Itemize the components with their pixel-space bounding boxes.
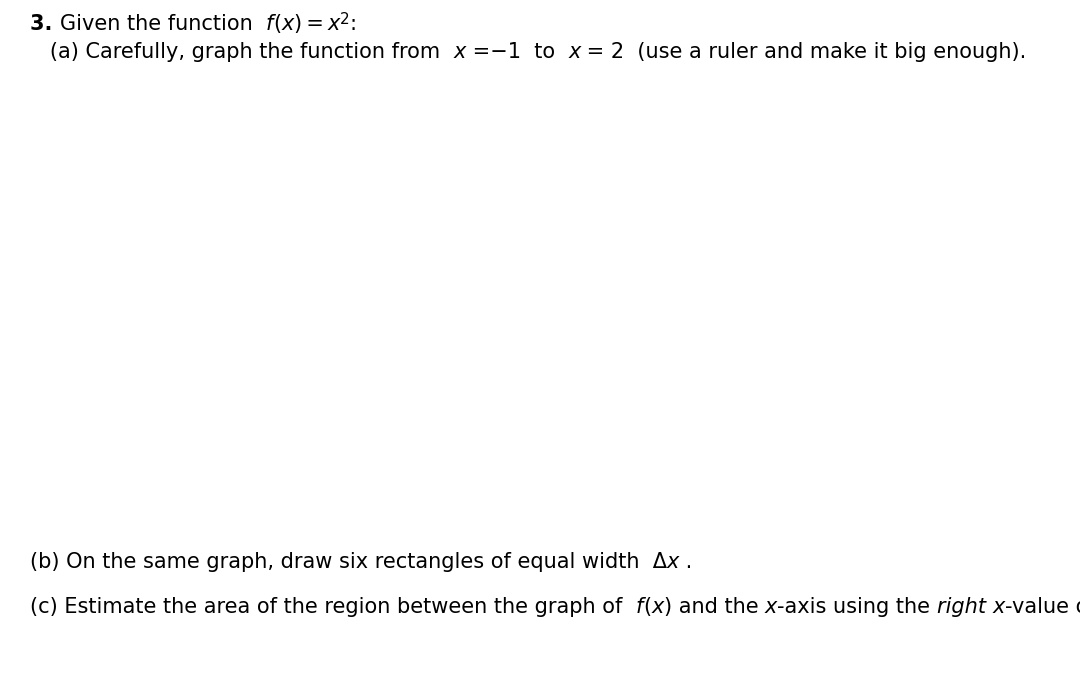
Text: .: . bbox=[679, 552, 692, 572]
Text: f: f bbox=[636, 597, 643, 617]
Text: x: x bbox=[993, 597, 1004, 617]
Text: x: x bbox=[454, 42, 465, 62]
Text: Given the function: Given the function bbox=[59, 14, 266, 34]
Text: (: ( bbox=[643, 597, 651, 617]
Text: 2: 2 bbox=[340, 12, 350, 27]
Text: ) =: ) = bbox=[294, 14, 327, 34]
Text: -axis using the: -axis using the bbox=[778, 597, 936, 617]
Text: (b) On the same graph, draw six rectangles of equal width  Δ: (b) On the same graph, draw six rectangl… bbox=[30, 552, 667, 572]
Text: x: x bbox=[327, 14, 340, 34]
Text: :: : bbox=[350, 14, 356, 34]
Text: -value of each  Δ: -value of each Δ bbox=[1004, 597, 1080, 617]
Text: x: x bbox=[568, 42, 581, 62]
Text: x: x bbox=[281, 14, 294, 34]
Text: 3.: 3. bbox=[30, 14, 59, 34]
Text: x: x bbox=[765, 597, 778, 617]
Text: (: ( bbox=[273, 14, 281, 34]
Text: = 2  (use a ruler and make it big enough).: = 2 (use a ruler and make it big enough)… bbox=[581, 42, 1027, 62]
Text: (c) Estimate the area of the region between the graph of: (c) Estimate the area of the region betw… bbox=[30, 597, 636, 617]
Text: right: right bbox=[936, 597, 993, 617]
Text: x: x bbox=[651, 597, 663, 617]
Text: (a) Carefully, graph the function from: (a) Carefully, graph the function from bbox=[30, 42, 454, 62]
Text: x: x bbox=[667, 552, 679, 572]
Text: ) and the: ) and the bbox=[663, 597, 765, 617]
Text: =−1  to: =−1 to bbox=[465, 42, 568, 62]
Text: f: f bbox=[266, 14, 273, 34]
